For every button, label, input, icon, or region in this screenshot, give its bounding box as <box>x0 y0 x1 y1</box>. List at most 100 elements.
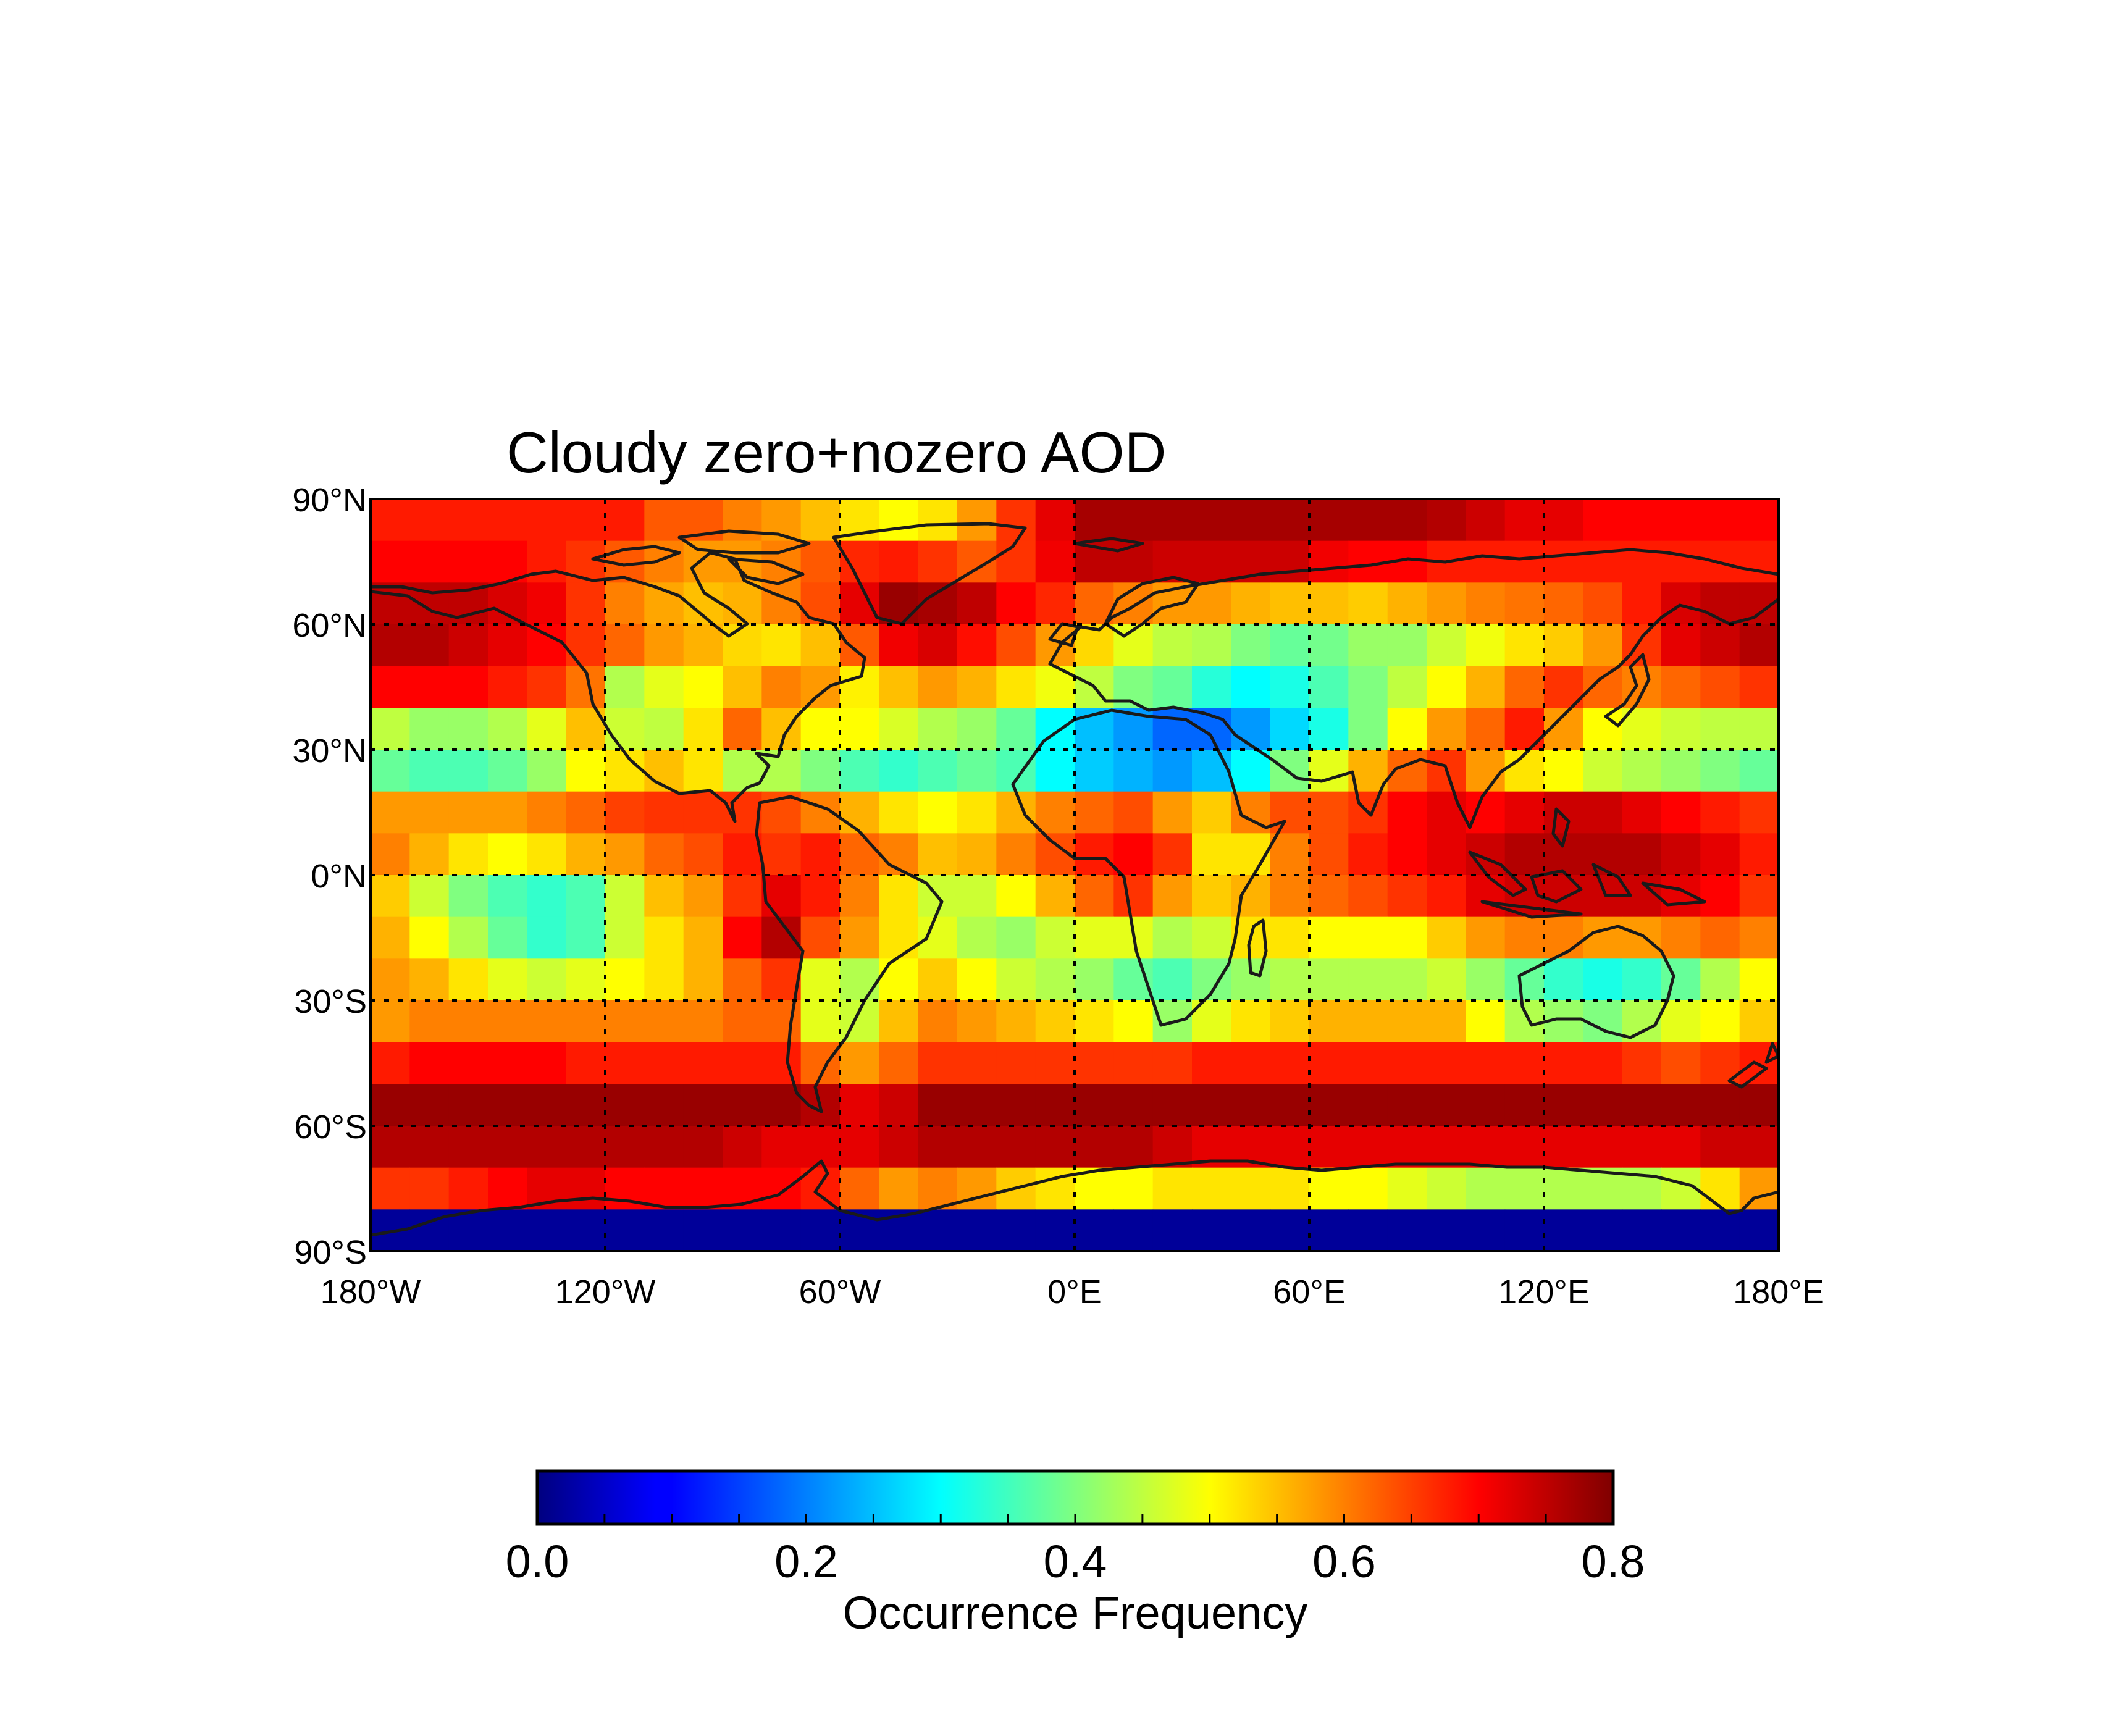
heat-cell <box>605 624 645 667</box>
heat-cell <box>371 875 410 918</box>
heat-cell <box>1466 1042 1506 1084</box>
heat-cell <box>1739 708 1779 750</box>
heat-cell <box>1622 666 1662 708</box>
heat-cell <box>1152 499 1193 542</box>
heat-cell <box>1739 1167 1779 1210</box>
heat-cell <box>683 540 723 583</box>
heat-cell <box>1348 1167 1388 1210</box>
heat-cell <box>1466 791 1506 834</box>
heat-cell <box>1427 791 1466 834</box>
heat-cell <box>996 1042 1036 1084</box>
heat-cell <box>1427 1084 1466 1126</box>
heat-cell <box>371 666 410 708</box>
heat-cell <box>1309 1042 1349 1084</box>
heat-cell <box>644 1167 684 1210</box>
colorbar-tick-label: 0.0 <box>506 1536 569 1587</box>
heat-cell <box>996 1000 1036 1043</box>
heat-cell <box>1700 916 1740 959</box>
heat-cell <box>996 791 1036 834</box>
heat-cell <box>488 1126 527 1168</box>
heat-cell <box>644 624 684 667</box>
heat-cell <box>1700 624 1740 667</box>
heat-cell <box>488 833 527 876</box>
heat-cell <box>918 666 958 708</box>
coastline-greenland <box>832 522 1027 626</box>
heat-cell <box>1661 540 1701 583</box>
heat-cell <box>1544 791 1583 834</box>
heat-cell <box>566 1000 606 1043</box>
heat-cell <box>1035 1084 1075 1126</box>
heat-cell <box>1466 916 1506 959</box>
heat-cell <box>644 1000 684 1043</box>
heat-cell <box>1544 582 1583 625</box>
heat-cell <box>409 1126 450 1168</box>
heat-cell <box>1504 1126 1545 1168</box>
coastline-scandinavia <box>1048 576 1200 647</box>
heat-cell <box>409 624 450 667</box>
heat-cell <box>840 708 879 750</box>
heat-cell <box>448 1084 489 1126</box>
heat-cell <box>1427 875 1466 918</box>
heat-cell <box>996 582 1036 625</box>
heat-cell <box>448 1167 489 1210</box>
heat-cell <box>1231 708 1271 750</box>
heat-cell <box>1152 750 1193 792</box>
heat-cell <box>644 791 684 834</box>
heat-cell <box>566 916 606 959</box>
coastline-antarctica <box>371 1159 1779 1237</box>
heat-cell <box>605 833 645 876</box>
heat-cell <box>1113 499 1154 542</box>
heat-cell <box>1348 1209 1388 1252</box>
heat-cell <box>1309 916 1349 959</box>
heat-cell <box>1192 666 1231 708</box>
heat-cell <box>723 1209 762 1252</box>
heat-cell <box>761 1000 802 1043</box>
heat-cell <box>1387 1209 1427 1252</box>
heat-cell <box>566 750 606 792</box>
heat-cell <box>683 708 723 750</box>
map-frame <box>369 498 1780 1252</box>
heat-cell <box>1544 1209 1583 1252</box>
heat-cell <box>1113 1167 1154 1210</box>
heat-cell <box>1661 499 1701 542</box>
latitude-tick-label: 60°S <box>294 1109 367 1146</box>
heat-cell <box>1544 1126 1583 1168</box>
heat-cell <box>723 1084 762 1126</box>
heat-cell <box>996 916 1036 959</box>
heat-cell <box>1622 624 1662 667</box>
heat-cell <box>1152 666 1193 708</box>
heat-cell <box>1700 1126 1740 1168</box>
longitude-tick-label: 120°W <box>555 1273 656 1310</box>
heat-cell <box>488 1084 527 1126</box>
heat-cell <box>566 875 606 918</box>
heat-cell <box>644 1084 684 1126</box>
heat-cell <box>723 708 762 750</box>
heat-cell <box>1075 875 1114 918</box>
heat-cell <box>1504 1167 1545 1210</box>
heat-cell <box>409 791 450 834</box>
colorbar-frame <box>535 1469 1615 1526</box>
heat-cell <box>879 540 919 583</box>
heat-cell <box>1152 1167 1193 1210</box>
heat-cell <box>957 1126 997 1168</box>
heat-cell <box>644 1209 684 1252</box>
heat-cell <box>1113 1209 1154 1252</box>
heat-cell <box>409 750 450 792</box>
heat-cell <box>840 1167 879 1210</box>
heat-cell <box>1504 833 1545 876</box>
latitude-tick-label: 0°N <box>311 858 367 895</box>
coastline-australia <box>1517 925 1675 1039</box>
heat-cell <box>996 1126 1036 1168</box>
heat-cell <box>1739 833 1779 876</box>
heat-cell <box>605 958 645 1001</box>
heat-cell <box>1192 499 1231 542</box>
heat-cell <box>409 958 450 1001</box>
heat-cell <box>1231 1042 1271 1084</box>
heat-cell <box>644 875 684 918</box>
heat-cell <box>1427 1126 1466 1168</box>
heat-cell <box>1583 1209 1623 1252</box>
heat-cell <box>1231 1084 1271 1126</box>
heat-cell <box>1152 1042 1193 1084</box>
heat-cell <box>1348 1042 1388 1084</box>
heat-cell <box>1309 1126 1349 1168</box>
